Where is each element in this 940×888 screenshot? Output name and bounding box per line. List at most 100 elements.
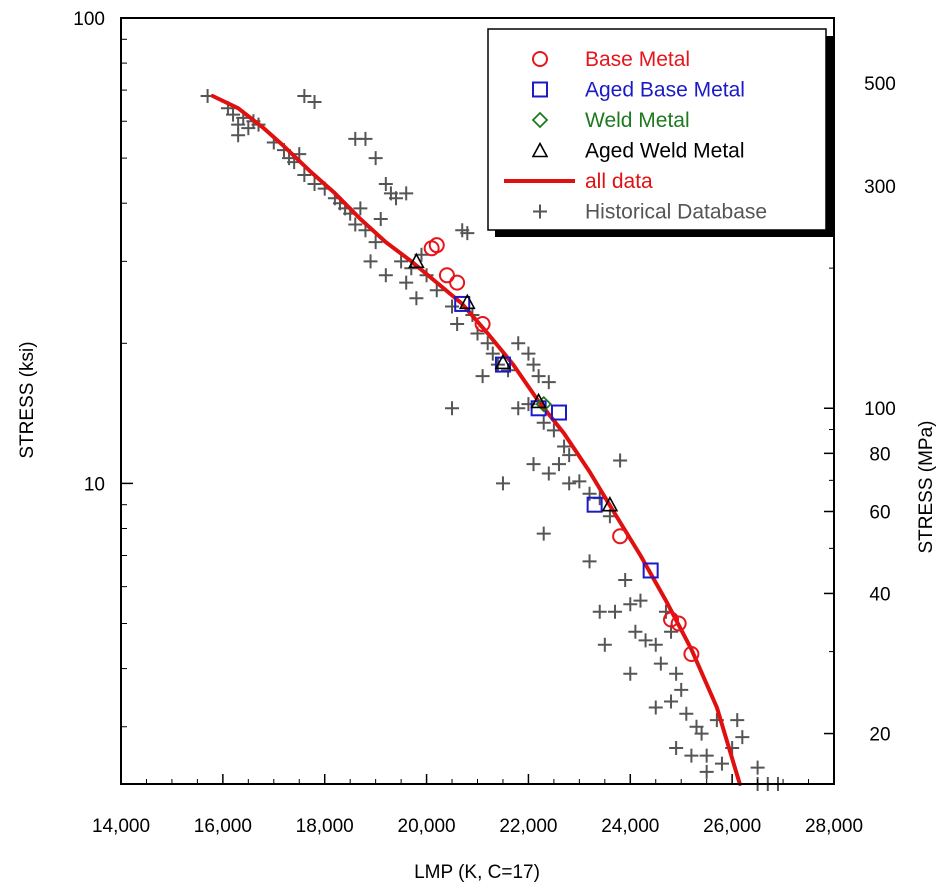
historical-database-point [226, 107, 241, 122]
aged-base-metal-point [586, 496, 603, 513]
base-metal-point [474, 316, 491, 333]
historical-database-point [521, 346, 536, 361]
historical-database-point [460, 226, 475, 241]
y-right-tick-label: 100 [864, 399, 896, 420]
historical-database-point [628, 624, 643, 639]
historical-database-point [623, 597, 638, 612]
x-tick-label: 16,000 [194, 816, 252, 837]
historical-database-point [389, 191, 404, 206]
x-tick-label: 20,000 [398, 816, 456, 837]
x-tick-label: 18,000 [296, 816, 354, 837]
historical-database-point [297, 88, 312, 103]
base-metal-point [428, 237, 445, 254]
x-tick-label: 22,000 [499, 816, 557, 837]
historical-database-point [307, 94, 322, 109]
y-right-tick-label: 20 [869, 725, 890, 746]
historical-database-point [348, 217, 363, 232]
historical-database-point [684, 748, 699, 763]
base-metal-point [663, 611, 680, 628]
aged-weld-metal-point [408, 252, 425, 269]
historical-database-point [541, 375, 556, 390]
historical-database-point [699, 764, 714, 779]
x-tick-label: 26,000 [703, 816, 761, 837]
aged-weld-metal-point [494, 353, 512, 370]
historical-database-point [551, 457, 566, 472]
aged-base-metal-point [550, 404, 567, 421]
historical-database-point [399, 186, 414, 201]
historical-database-point [730, 713, 745, 728]
historical-database-point [307, 176, 322, 191]
historical-database-point [526, 357, 541, 372]
historical-database-point [378, 176, 393, 191]
historical-database-point [368, 235, 383, 250]
historical-database-point [557, 439, 572, 454]
historical-database-point [429, 283, 444, 298]
historical-database-point [613, 453, 628, 468]
legend-label-aged-base-metal: Aged Base Metal [585, 79, 745, 102]
aged-base-metal-point [454, 295, 471, 312]
historical-database-point [699, 748, 714, 763]
legend-swatch-weld-metal [531, 111, 549, 129]
historical-database-point [623, 666, 638, 681]
historical-database-point [378, 268, 393, 283]
historical-database-point [618, 573, 633, 588]
historical-database-point [297, 167, 312, 182]
y-tick-label: 10 [84, 474, 105, 495]
base-metal-point [670, 615, 687, 632]
legend-label-all-data: all data [585, 170, 653, 193]
base-metal-point [449, 274, 466, 291]
legend-swatch-aged-weld-metal [531, 141, 549, 158]
axes-layer: 14,000 16,000 18,000 20,000 22,000 24,000 26,0… [73, 9, 896, 837]
y-axis-title: STRESS (ksi) [17, 341, 38, 458]
aged-weld-metal-point [530, 392, 547, 409]
historical-database-point [750, 760, 765, 775]
historical-database-point [694, 726, 709, 741]
y-right-tick-label: 60 [869, 502, 890, 523]
historical-database-point [562, 476, 577, 491]
base-metal-point [683, 645, 700, 662]
historical-database-point [475, 369, 490, 384]
historical-database-point [648, 700, 663, 715]
historical-database-point [450, 317, 465, 332]
historical-database-point [536, 526, 551, 541]
legend-label-historical-database: Historical Database [585, 201, 767, 224]
legend-swatch-aged-base-metal [532, 81, 548, 98]
historical-database-point [531, 369, 546, 384]
historical-database-point [546, 423, 561, 438]
historical-database-point [358, 131, 373, 146]
historical-database-point [633, 593, 648, 608]
legend-label-aged-weld-metal: Aged Weld Metal [585, 140, 745, 163]
historical-database-point [495, 476, 510, 491]
historical-database-point [541, 466, 556, 481]
historical-database-point [674, 682, 689, 697]
historical-database-point [679, 706, 694, 721]
x-axis-title: LMP (K, C=17) [414, 862, 540, 883]
legend: Base Metal Aged Base Metal Weld Metal Aged … [487, 28, 833, 237]
historical-database-point [669, 741, 684, 756]
weld-metal-point [535, 395, 552, 413]
historical-database-point [526, 457, 541, 472]
historical-database-point [597, 637, 612, 652]
historical-database-point [231, 128, 246, 143]
historical-database-point [536, 415, 551, 430]
historical-database-point [511, 336, 526, 351]
aged-weld-metal-point [601, 496, 619, 512]
historical-database-point [394, 254, 409, 269]
historical-database-point [363, 254, 378, 269]
historical-database-point [648, 637, 663, 652]
legend-swatch-historical-database [533, 204, 547, 219]
historical-database-point [714, 756, 729, 771]
y-right-tick-label: 300 [864, 177, 896, 198]
historical-database-point [368, 151, 383, 166]
aged-weld-metal-point [458, 293, 476, 310]
historical-database-point [592, 604, 607, 619]
y-right-tick-label: 40 [869, 584, 890, 605]
legend-box [487, 28, 827, 231]
historical-database-point [608, 604, 623, 619]
historical-database-point [511, 401, 526, 416]
x-tick-label: 28,000 [805, 816, 863, 837]
historical-database-point [373, 211, 388, 226]
historical-database-point [480, 336, 495, 351]
aged-base-metal-point [494, 356, 511, 373]
